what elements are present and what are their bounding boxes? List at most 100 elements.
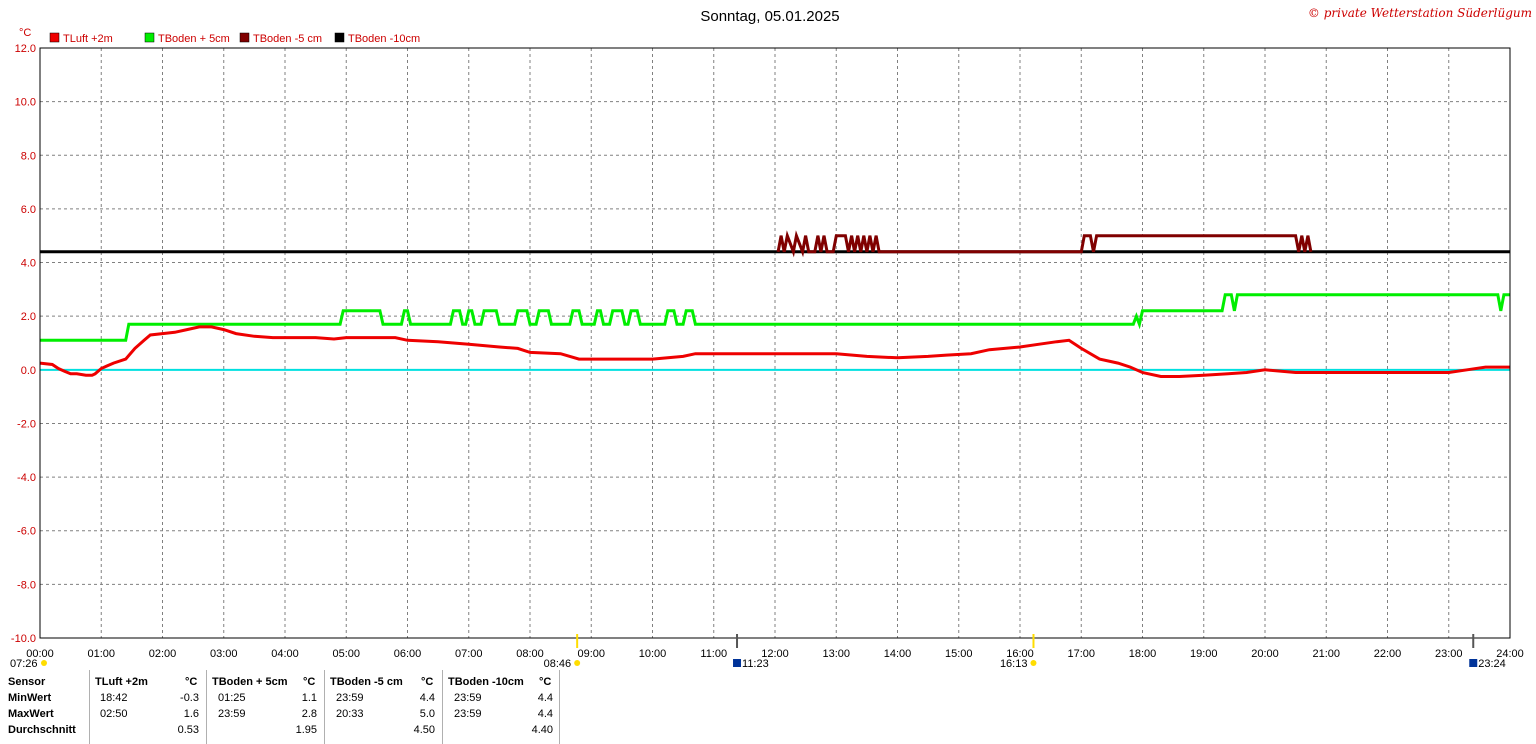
header-sensor: Sensor bbox=[8, 676, 46, 688]
header-tluft-unit: °C bbox=[185, 676, 198, 688]
y-tick-label: -10.0 bbox=[11, 633, 36, 645]
header-tboden5: TBoden + 5cm bbox=[212, 676, 288, 688]
moon-icon bbox=[733, 659, 742, 667]
y-tick-label: 6.0 bbox=[21, 204, 36, 216]
header-tbodenm5-unit: °C bbox=[421, 676, 434, 688]
y-tick-label: -2.0 bbox=[17, 418, 36, 430]
cell-tbodenm10-value: 4.4 bbox=[537, 708, 553, 720]
moon-icon bbox=[1469, 659, 1478, 667]
plot-frame bbox=[39, 47, 1511, 639]
y-tick-label: 8.0 bbox=[21, 150, 36, 162]
event-time-label: 07:26 bbox=[10, 658, 38, 670]
header-tbodenm10: TBoden -10cm bbox=[448, 676, 524, 688]
x-tick-label: 13:00 bbox=[822, 648, 850, 660]
y-axis-ticks: 12.0 10.0 8.0 6.0 4.0 2.0 0.0 -2.0 -4.0 -6.0 -8.0 -… bbox=[11, 43, 36, 645]
row-label: MaxWert bbox=[8, 708, 54, 720]
cell-tbodenm10-time: 23:59 bbox=[454, 692, 482, 704]
series-line-0 bbox=[39, 325, 1510, 378]
x-tick-label: 16:00 bbox=[1006, 648, 1034, 660]
cell-tbodenm10-time: 23:59 bbox=[454, 708, 482, 720]
legend-label: TBoden -5 cm bbox=[253, 33, 322, 45]
x-tick-label: 14:00 bbox=[884, 648, 912, 660]
cell-tboden5-time: 01:25 bbox=[218, 692, 246, 704]
x-tick-label: 05:00 bbox=[332, 648, 360, 660]
x-tick-label: 17:00 bbox=[1067, 648, 1095, 660]
cell-tluft-time: 18:42 bbox=[100, 692, 128, 704]
event-time-label: 16:13 bbox=[1000, 658, 1028, 670]
x-tick-label: 00:00 bbox=[26, 648, 54, 660]
cell-tluft-time: 02:50 bbox=[100, 708, 128, 720]
event-time-label: 23:24 bbox=[1478, 658, 1506, 670]
cell-tluft-value: 0.53 bbox=[177, 724, 199, 736]
chart-title: Sonntag, 05.01.2025 bbox=[700, 8, 839, 25]
x-tick-label: 06:00 bbox=[394, 648, 422, 660]
event-time-label: 11:23 bbox=[742, 658, 769, 670]
series-line-1 bbox=[40, 293, 1510, 342]
legend-label: TLuft +2m bbox=[63, 33, 113, 45]
header-tboden5-unit: °C bbox=[303, 676, 316, 688]
event-markers: 07:26 08:46 11:23 16:13 23:24 bbox=[10, 634, 1506, 670]
y-tick-label: -8.0 bbox=[17, 579, 36, 591]
cell-tbodenm5-value: 4.4 bbox=[419, 692, 435, 704]
x-tick-label: 22:00 bbox=[1374, 648, 1402, 660]
cell-tboden5-value: 1.1 bbox=[301, 692, 317, 704]
cell-tboden5-value: 2.8 bbox=[301, 708, 317, 720]
legend-label: TBoden -10cm bbox=[348, 33, 420, 45]
statistics-table: Sensor TLuft +2m °C TBoden + 5cm °C TBod… bbox=[0, 670, 1536, 744]
y-tick-label: -4.0 bbox=[17, 472, 36, 484]
series-lines bbox=[39, 230, 1510, 378]
grid bbox=[40, 48, 1510, 638]
temperature-chart: Sonntag, 05.01.2025 © private Wetterstat… bbox=[10, 6, 1532, 670]
y-tick-label: -6.0 bbox=[17, 526, 36, 538]
cell-tbodenm10-value: 4.4 bbox=[537, 692, 553, 704]
header-tbodenm5: TBoden -5 cm bbox=[330, 676, 403, 688]
legend-swatch bbox=[334, 32, 345, 43]
x-tick-label: 24:00 bbox=[1496, 648, 1524, 660]
header-tbodenm10-unit: °C bbox=[539, 676, 552, 688]
x-tick-label: 21:00 bbox=[1312, 648, 1340, 660]
sun-icon bbox=[574, 660, 581, 666]
copyright-label: © private Wetterstation Süderlügum bbox=[1308, 6, 1532, 20]
x-tick-label: 20:00 bbox=[1251, 648, 1279, 660]
x-tick-label: 19:00 bbox=[1190, 648, 1218, 660]
x-tick-label: 01:00 bbox=[87, 648, 115, 660]
x-tick-label: 10:00 bbox=[639, 648, 667, 660]
legend-swatch bbox=[144, 32, 155, 43]
y-tick-label: 4.0 bbox=[21, 258, 36, 270]
row-label: MinWert bbox=[8, 692, 52, 704]
cell-tluft-value: -0.3 bbox=[180, 692, 199, 704]
x-axis-ticks: 00:00 01:00 02:00 03:00 04:00 05:00 06:00 07:00… bbox=[26, 648, 1524, 660]
x-tick-label: 08:00 bbox=[516, 648, 544, 660]
row-label: Durchschnitt bbox=[8, 724, 76, 736]
cell-tbodenm10-value: 4.40 bbox=[531, 724, 553, 736]
legend: TLuft +2m TBoden + 5cm TBoden -5 cm TBoden … bbox=[49, 32, 420, 45]
legend-label: TBoden + 5cm bbox=[158, 33, 230, 45]
cell-tboden5-value: 1.95 bbox=[295, 724, 317, 736]
x-tick-label: 11:00 bbox=[700, 648, 727, 660]
x-tick-label: 09:00 bbox=[577, 648, 605, 660]
series-line-2 bbox=[776, 230, 1313, 258]
y-tick-label: 10.0 bbox=[15, 97, 36, 109]
x-tick-label: 02:00 bbox=[149, 648, 177, 660]
sun-icon bbox=[41, 660, 47, 666]
legend-swatch bbox=[239, 32, 250, 43]
y-tick-label: 0.0 bbox=[21, 365, 36, 377]
x-tick-label: 15:00 bbox=[945, 648, 973, 660]
y-tick-label: 2.0 bbox=[21, 311, 36, 323]
cell-tbodenm5-value: 5.0 bbox=[419, 708, 435, 720]
event-time-label: 08:46 bbox=[544, 658, 572, 670]
cell-tbodenm5-time: 23:59 bbox=[336, 692, 364, 704]
x-tick-label: 03:00 bbox=[210, 648, 238, 660]
x-tick-label: 12:00 bbox=[761, 648, 789, 660]
cell-tbodenm5-value: 4.50 bbox=[413, 724, 435, 736]
x-tick-label: 04:00 bbox=[271, 648, 299, 660]
x-tick-label: 07:00 bbox=[455, 648, 483, 660]
legend-swatch bbox=[49, 32, 60, 43]
cell-tboden5-time: 23:59 bbox=[218, 708, 246, 720]
y-tick-label: 12.0 bbox=[15, 43, 36, 55]
header-tluft: TLuft +2m bbox=[95, 676, 148, 688]
x-tick-label: 18:00 bbox=[1129, 648, 1157, 660]
sun-icon bbox=[1030, 660, 1037, 666]
y-axis-unit: °C bbox=[19, 27, 31, 39]
cell-tbodenm5-time: 20:33 bbox=[336, 708, 364, 720]
